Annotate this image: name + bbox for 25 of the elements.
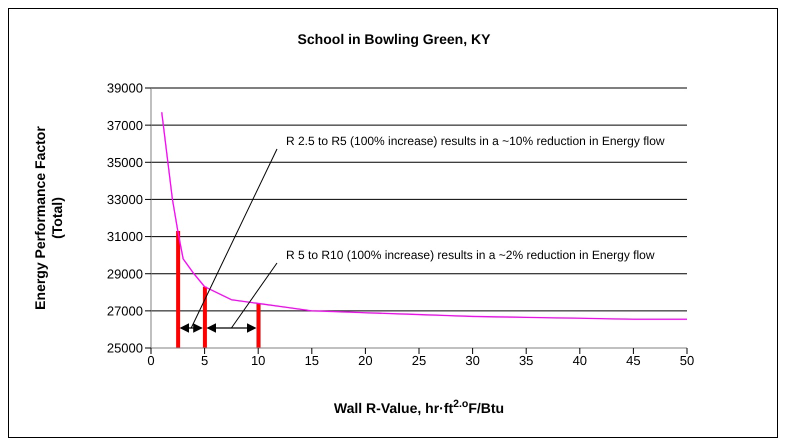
y-tick-label: 27000 <box>106 303 143 318</box>
x-tick-label: 0 <box>147 353 155 368</box>
x-tick-label: 50 <box>680 353 694 368</box>
x-tick-label: 5 <box>200 353 208 368</box>
y-tick-label: 39000 <box>106 80 143 96</box>
chart-title: School in Bowling Green, KY <box>296 31 492 47</box>
y-tick-label: 31000 <box>106 229 143 244</box>
x-axis-title: Wall R-Value, hr·ft$^{2.o}$F/Btu <box>334 398 504 416</box>
x-tick-label: 10 <box>250 353 266 368</box>
y-axis-title: Energy Performance Factor (Total) <box>32 126 65 310</box>
x-tick-label: 45 <box>626 353 641 368</box>
x-tick-label: 15 <box>304 353 320 368</box>
y-tick-label: 37000 <box>106 118 143 133</box>
annotation: R 5 to R10 (100% increase) results in a ~2% reduction in Energy flow <box>286 248 655 262</box>
line-series <box>161 111 687 320</box>
x-tick-label: 30 <box>465 353 480 368</box>
x-tick-label: 25 <box>412 353 426 368</box>
y-tick-label: 29000 <box>106 266 143 282</box>
x-tick-label: 40 <box>572 353 588 368</box>
y-tick-label: 35000 <box>106 154 143 170</box>
y-tick-label: 25000 <box>106 340 143 356</box>
x-tick-label: 35 <box>518 353 534 368</box>
x-tick-label: 20 <box>358 353 373 368</box>
y-tick-label: 33000 <box>106 192 143 208</box>
annotation: R 2.5 to R5 (100% increase) results in a ~10% reduction in Energy flow <box>286 134 665 148</box>
